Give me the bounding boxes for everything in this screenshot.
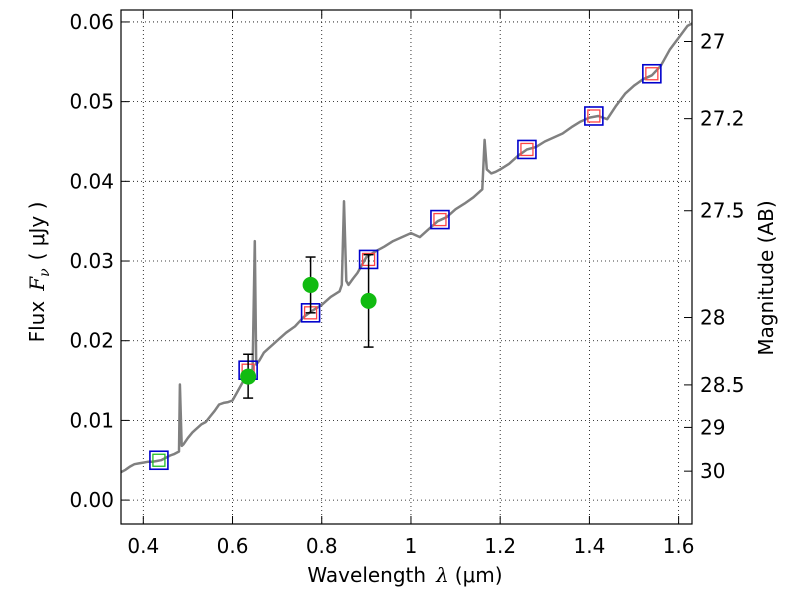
y-tick-label: 0.05 — [69, 90, 114, 114]
y-tick-label: 0.02 — [69, 329, 114, 353]
model-photometry-inner-square — [520, 142, 534, 157]
y-tick-label: 0.00 — [69, 488, 114, 512]
x-tick-label: 1.6 — [663, 534, 695, 558]
y-tick-label: 0.01 — [69, 408, 114, 432]
magnitude-tick-label: 27.2 — [700, 107, 745, 131]
grid-lines — [121, 10, 692, 524]
x-axis-label-unit: (μm) — [455, 563, 503, 587]
y-axis-label-subscript: ν — [37, 268, 53, 277]
magnitude-tick-label: 28.5 — [700, 373, 745, 397]
y-tick-label: 0.06 — [69, 10, 114, 34]
model-photometry-point — [517, 139, 537, 160]
magnitude-tick-label: 30 — [700, 459, 725, 483]
x-tick-label: 1.4 — [573, 534, 605, 558]
model-photometry-square — [584, 106, 604, 126]
y-axis-label-unit: ( μJy ) — [25, 202, 49, 261]
observed-marker — [240, 368, 257, 385]
model-photometry-inner-square — [645, 67, 659, 81]
magnitude-tick-label: 27 — [700, 29, 725, 53]
magnitude-tick-label: 27.5 — [700, 199, 745, 223]
y-axis-label: Flux Fν ( μJy ) — [25, 202, 53, 343]
model-photometry-inner-square — [433, 212, 447, 227]
model-spectrum-line — [120, 22, 693, 474]
model-spectrum-layer — [120, 22, 693, 474]
model-photometry-square — [430, 209, 450, 230]
right-axis-label: Magnitude (AB) — [754, 200, 778, 355]
model-photometry-layer — [149, 63, 662, 471]
model-photometry-point — [149, 450, 169, 471]
observed-point — [302, 256, 319, 314]
y-axis-label-text: Flux — [25, 301, 49, 343]
model-photometry-point — [642, 63, 662, 84]
model-photometry-square — [642, 63, 662, 84]
observed-point — [240, 353, 257, 399]
model-photometry-inner-square — [152, 453, 166, 467]
magnitude-tick-labels: 27 27.2 27.5 28 28.5 29 30 — [700, 29, 745, 483]
model-photometry-square — [517, 139, 537, 160]
model-photometry-square — [149, 450, 169, 471]
x-tick-label: 0.4 — [127, 534, 159, 558]
x-tick-label: 1.2 — [484, 534, 516, 558]
x-axis-label: Wavelength λ (μm) — [307, 563, 502, 587]
x-tick-label: 0.6 — [217, 534, 249, 558]
x-tick-label: 1 — [405, 534, 418, 558]
observed-marker — [302, 276, 319, 293]
magnitude-tick-label: 28 — [700, 306, 725, 330]
observed-points-layer — [240, 253, 377, 399]
observed-point — [360, 253, 377, 348]
y-tick-label: 0.04 — [69, 169, 114, 193]
y-tick-labels: 0.00 0.01 0.02 0.03 0.04 0.05 0.06 — [69, 10, 114, 512]
magnitude-tick-label: 29 — [700, 415, 725, 439]
model-photometry-inner-square — [587, 109, 601, 123]
model-photometry-point — [584, 106, 604, 126]
model-photometry-point — [430, 209, 450, 230]
x-tick-labels: 0.4 0.6 0.8 1 1.2 1.4 1.6 — [127, 534, 694, 558]
x-axis-label-text: Wavelength — [307, 563, 426, 587]
y-tick-label: 0.03 — [69, 249, 114, 273]
axis-ticks — [121, 10, 692, 524]
x-tick-label: 0.8 — [306, 534, 338, 558]
y-axis-label-symbol: F — [25, 276, 49, 292]
x-axis-label-symbol: λ — [435, 563, 449, 587]
plot-frame — [120, 9, 693, 525]
observed-marker — [360, 292, 377, 309]
